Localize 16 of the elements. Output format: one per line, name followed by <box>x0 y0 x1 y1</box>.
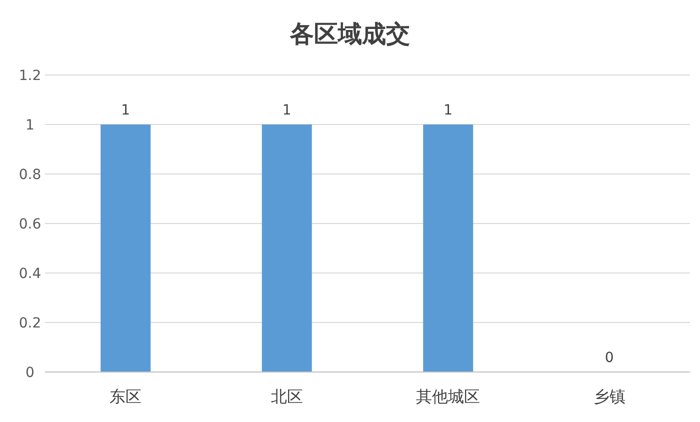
x-tick-label: 乡镇 <box>593 387 626 406</box>
x-tick-label: 北区 <box>270 387 303 406</box>
y-tick-label: 0 <box>26 365 34 381</box>
y-tick-label: 0.6 <box>18 216 42 232</box>
y-tick-label: 0.4 <box>18 266 42 282</box>
y-tick-label: 1 <box>26 118 34 134</box>
x-tick-label: 其他城区 <box>416 387 480 406</box>
y-tick-label: 1.2 <box>18 68 42 84</box>
y-tick-label: 0.8 <box>18 167 42 183</box>
data-label: 1 <box>282 102 292 118</box>
data-label: 1 <box>444 102 453 118</box>
x-tick-label: 东区 <box>110 387 142 406</box>
data-label: 1 <box>121 102 130 118</box>
chart-title: 各区域成交 <box>289 20 410 48</box>
y-tick-label: 0.2 <box>18 316 42 332</box>
data-label: 0 <box>604 350 614 366</box>
